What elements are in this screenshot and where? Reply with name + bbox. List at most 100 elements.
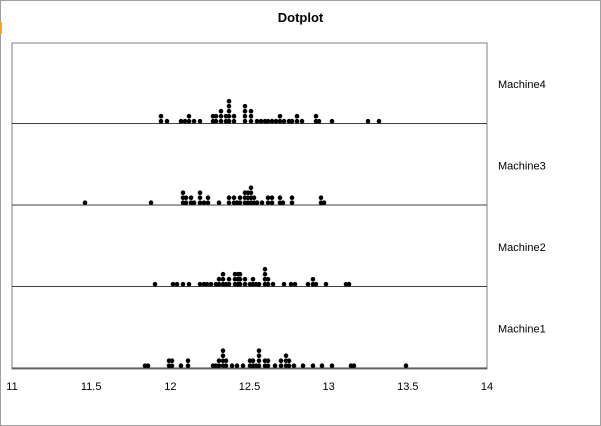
dot xyxy=(237,276,243,282)
dot xyxy=(226,103,232,109)
dot xyxy=(216,363,222,369)
dot xyxy=(223,358,229,364)
dot xyxy=(216,276,222,282)
dot xyxy=(226,98,232,104)
dot xyxy=(231,118,237,124)
dot xyxy=(250,358,256,364)
dot xyxy=(265,200,271,205)
dot xyxy=(220,271,226,277)
dot xyxy=(183,195,189,200)
dot xyxy=(170,281,176,287)
dot xyxy=(262,271,268,277)
dot xyxy=(277,195,283,200)
dot xyxy=(269,195,275,200)
dot xyxy=(188,195,194,200)
dot xyxy=(251,195,257,200)
dot xyxy=(218,113,224,119)
dot xyxy=(299,118,305,124)
dot xyxy=(259,200,265,205)
dot xyxy=(178,363,184,369)
dot xyxy=(278,363,284,369)
dot xyxy=(231,195,237,200)
x-tick-label: 11.5 xyxy=(81,381,102,393)
dot xyxy=(318,195,324,200)
dot xyxy=(234,363,240,369)
dot xyxy=(403,363,409,369)
dot xyxy=(180,281,186,287)
dot xyxy=(186,113,192,119)
dot xyxy=(289,195,295,200)
dot xyxy=(262,266,268,272)
dot xyxy=(197,118,203,124)
dot xyxy=(265,363,271,369)
dot xyxy=(218,108,224,114)
dot xyxy=(277,113,283,119)
dot xyxy=(286,363,292,369)
dot xyxy=(269,200,275,205)
dot xyxy=(258,118,264,124)
dot xyxy=(248,190,254,195)
dot xyxy=(265,281,271,287)
dot xyxy=(346,281,352,287)
dot xyxy=(237,195,243,200)
dot xyxy=(281,281,287,287)
dot xyxy=(376,118,382,124)
dot xyxy=(248,113,254,119)
dot xyxy=(158,118,164,124)
dot xyxy=(180,190,186,195)
x-tick-label: 12 xyxy=(164,381,176,393)
dot xyxy=(240,363,246,369)
dot xyxy=(178,118,184,124)
series-label-machine1: Machine1 xyxy=(498,323,546,335)
dot xyxy=(82,200,88,205)
dot xyxy=(242,281,248,287)
x-tick-label: 13.5 xyxy=(397,381,418,393)
dot xyxy=(226,108,232,114)
dot xyxy=(313,113,319,119)
dot xyxy=(316,118,322,124)
dot xyxy=(277,118,283,124)
dot xyxy=(216,358,222,364)
dot xyxy=(265,195,271,200)
dot xyxy=(265,276,271,282)
dot xyxy=(186,281,192,287)
dot xyxy=(197,200,203,205)
dot xyxy=(226,118,232,124)
dot xyxy=(305,281,311,287)
window-edge-marker xyxy=(0,22,2,34)
dot xyxy=(220,276,226,282)
dot xyxy=(242,103,248,109)
dot xyxy=(292,281,298,287)
series-label-machine4: Machine4 xyxy=(498,79,546,91)
dot xyxy=(242,113,248,119)
dot xyxy=(223,363,229,369)
dot xyxy=(204,281,210,287)
dot xyxy=(323,281,329,287)
dot xyxy=(265,358,271,364)
dot xyxy=(213,113,219,119)
dot xyxy=(185,363,191,369)
dot xyxy=(289,118,295,124)
dot xyxy=(256,363,262,369)
dot xyxy=(201,200,207,205)
x-tick-label: 13 xyxy=(323,381,335,393)
dot xyxy=(185,358,191,364)
dot xyxy=(329,118,335,124)
dot xyxy=(169,358,175,364)
dot xyxy=(248,108,254,114)
x-tick-label: 14 xyxy=(481,381,493,393)
dot xyxy=(256,281,262,287)
dot xyxy=(226,195,232,200)
dot xyxy=(351,363,357,369)
dot xyxy=(182,118,188,124)
dot xyxy=(220,348,226,354)
dot xyxy=(310,363,316,369)
dot xyxy=(174,281,180,287)
dot xyxy=(281,118,287,124)
dot xyxy=(242,276,248,282)
dot xyxy=(329,363,335,369)
plot-area-border xyxy=(11,42,488,370)
dot xyxy=(291,363,297,369)
